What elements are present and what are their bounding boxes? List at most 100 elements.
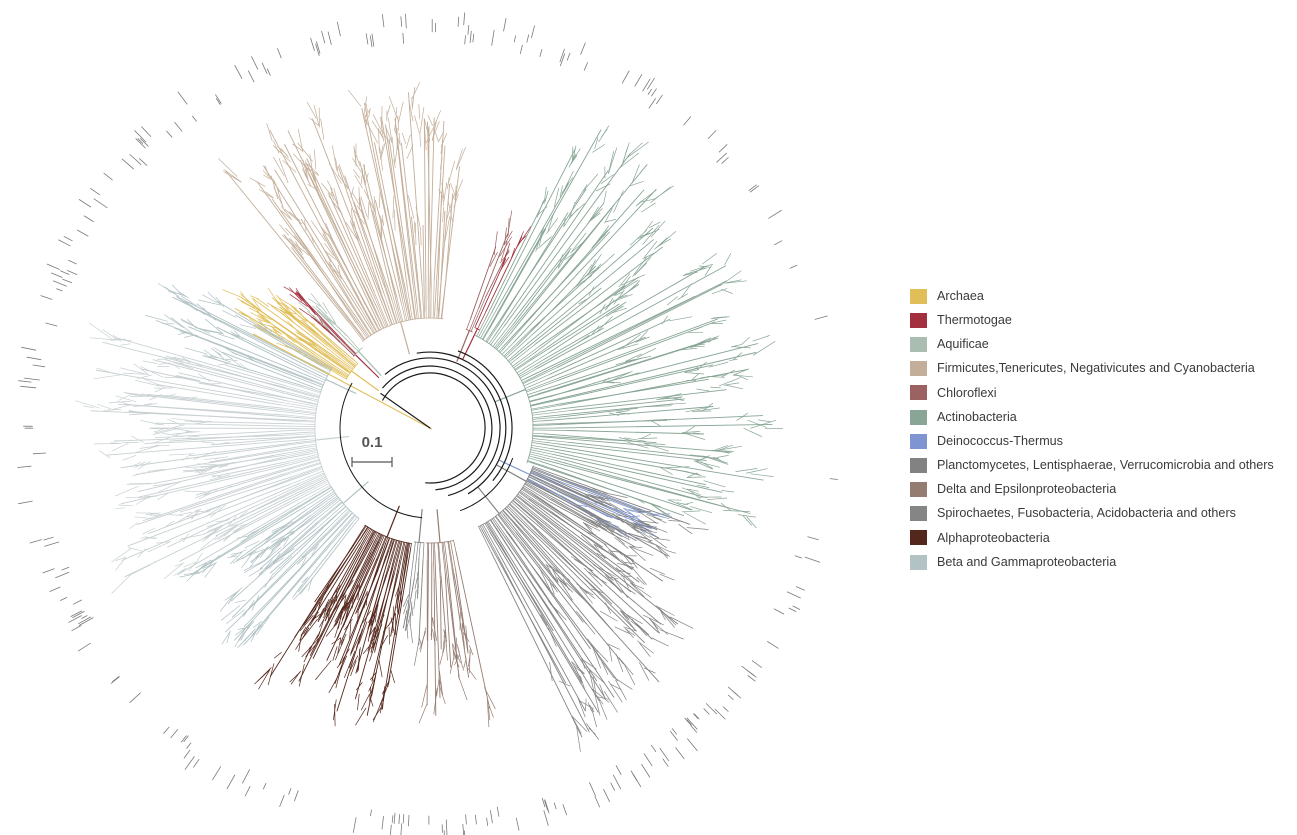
branch [530,471,547,480]
tip-branch [454,179,463,200]
tip-branch [230,549,247,557]
tip-branch [234,599,246,604]
marker-tick [134,130,147,143]
tip-branch [632,523,653,532]
tip-branch [177,290,189,299]
marker-tick [26,356,42,361]
branch [490,325,505,346]
marker-tick [768,209,782,219]
tip-branch [614,285,626,296]
branch [531,440,559,445]
leaf-branch [106,438,309,456]
tip-branch [240,529,259,543]
branch [320,375,327,379]
backbone-arc [381,372,486,484]
branch [358,531,377,566]
branch [377,533,382,542]
tip-branch [298,316,316,326]
branch [444,541,448,566]
branch [532,429,568,431]
tip-branch [357,591,368,613]
tip-branch [142,360,157,364]
clade-stem [350,370,379,391]
leaf-branch [545,415,763,426]
tip-branch [625,628,636,636]
tip-branch [292,143,303,152]
branch [382,298,393,326]
leaf-branch [533,482,637,542]
leaf-branch [513,188,657,343]
tip-branch [257,320,273,333]
tip-branch [544,190,549,202]
branch [304,440,317,442]
tip-branch [325,621,339,637]
tip-branch [636,510,658,524]
leaf-branch [256,181,364,331]
leaf-branch [489,531,599,713]
marker-tick [774,240,783,246]
marker-tick [656,94,663,104]
tip-branch [719,270,742,287]
tip-branch [434,130,439,141]
leaf-branch [95,369,279,403]
tip-branch [614,372,640,381]
marker-tick [544,800,548,811]
branch [486,326,498,343]
tip-branch [368,108,371,118]
leaf-branch [364,102,403,299]
tip-branch [115,395,137,403]
tip-branch [225,358,238,362]
tip-branch [154,436,175,438]
marker-tick [795,586,805,591]
marker-tick [400,823,403,835]
tip-branch [75,400,100,409]
branch [353,525,367,546]
tip-branch [665,397,682,399]
branch [532,466,540,469]
tip-branch [202,525,224,543]
tip-branch [318,582,330,608]
branch [385,538,393,557]
tip-branch [571,661,585,674]
tip-branch [351,584,359,604]
tip-branch [368,693,374,707]
tip-branch [214,527,234,541]
branch [480,305,500,339]
branch [321,365,331,372]
branch [389,283,401,323]
tip-branch [205,318,224,335]
tip-branch [635,336,650,343]
tip-branch [362,645,371,655]
leaf-branch [455,569,469,654]
tip-branch [237,630,254,649]
branch [311,498,340,521]
tip-branch [721,288,733,294]
tip-branch [599,684,606,699]
tip-branch [677,293,688,300]
tip-branch [493,231,498,256]
branch [299,472,325,484]
tip-branch [341,606,349,620]
tip-branch [218,158,238,177]
leaf-branch [549,364,714,403]
tip-branch [432,616,438,641]
leaf-branch [344,541,379,612]
tip-branch [289,346,302,354]
tip-branch [369,626,376,637]
tip-branch [236,535,250,539]
tip-branch [265,191,274,198]
leaf-branch [501,189,645,351]
tip-branch [736,412,748,421]
root-branch [380,393,431,429]
leaf-branch [263,165,368,331]
marker-tick [389,824,392,835]
leaf-branch [551,511,632,570]
branch [347,369,352,373]
tip-branch [659,629,684,640]
tip-branch [338,164,349,189]
leaf-branch [270,305,326,347]
leaf-branch [505,531,618,682]
tip-branch [306,167,320,176]
marker-tick [560,53,566,67]
branch [348,322,364,342]
